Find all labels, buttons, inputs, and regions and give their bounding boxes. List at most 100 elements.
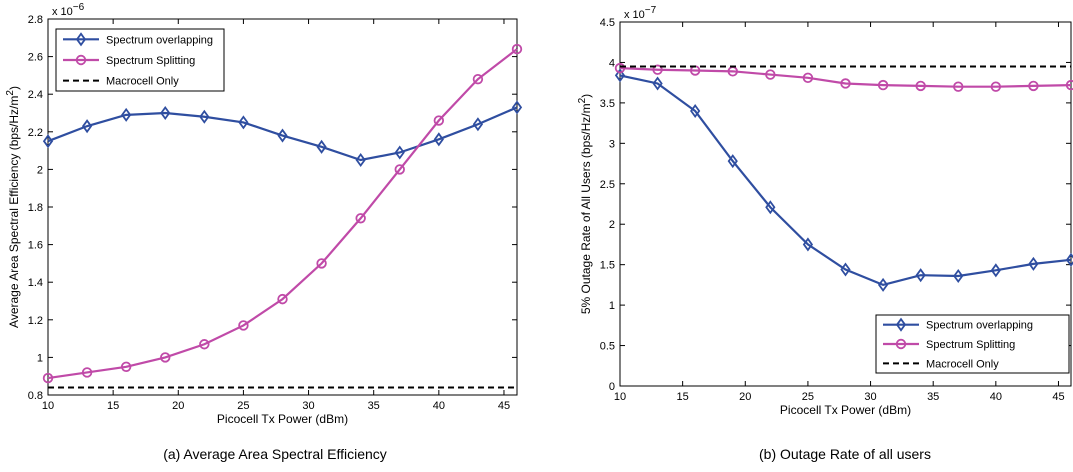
chart-b-caption: (b) Outage Rate of all users	[759, 446, 931, 462]
chart-b-data-point	[915, 268, 926, 283]
chart-a-data-point	[199, 109, 210, 124]
chart-b-data-point	[652, 76, 663, 91]
chart-b-data-point	[953, 268, 964, 284]
chart-b-x-tick-label: 35	[927, 391, 939, 403]
chart-b-x-tick-label: 25	[802, 391, 814, 403]
chart-b-data-point	[1028, 256, 1039, 271]
chart-b-legend-label: Spectrum overlapping	[926, 320, 1033, 332]
chart-b-y-multiplier: x 10−7	[624, 5, 657, 21]
chart-b-data-point	[840, 262, 851, 277]
chart-b-data-point	[652, 64, 663, 75]
chart-a-y-tick-label: 2	[37, 164, 43, 176]
chart-a-legend-marker	[75, 54, 87, 66]
chart-b-y-tick-label: 0	[609, 381, 615, 393]
chart-a-legend: Spectrum overlapping Spectrum Splitting Ma…	[55, 28, 225, 92]
chart-a-data-point	[121, 107, 132, 122]
chart-a-y-tick-label: 1.8	[28, 202, 43, 214]
chart-a-y-tick-label: 2.4	[28, 89, 43, 101]
chart-b-data-point	[690, 103, 701, 119]
chart-b-y-tick-label: 1	[609, 300, 615, 312]
chart-a-x-tick-label: 35	[368, 400, 380, 412]
chart-a-data-point	[472, 73, 484, 85]
chart-a-data-point	[160, 105, 171, 121]
chart-b-data-point	[1028, 80, 1039, 92]
chart-a-y-axis-label: Average Area Spectral Efficiency (bps/Hz…	[5, 86, 21, 328]
chart-a-y-tick-label: 2.6	[28, 52, 43, 64]
chart-a-y-tick-label: 1.2	[28, 315, 43, 327]
chart-a: 10 15 20 25 30 35 40 45 0.8 1 1.2 1.4 1.6 1.8 2 2.2 2.4 2…	[5, 2, 523, 462]
chart-a-data-point	[160, 352, 171, 363]
chart-b-data-point	[840, 78, 851, 89]
chart-a-data-point	[316, 139, 327, 154]
chart-b-y-axis-label: 5% Outage Rate of All Users (bps/Hz/m2)	[577, 94, 593, 314]
chart-b: 10 15 20 25 30 35 40 45 0 0.5 1 1.5 2 2.5 3 3.5 4 4.5 x 10…	[577, 5, 1073, 462]
chart-a-series-spectrum-overlapping	[42, 100, 523, 168]
chart-a-x-tick-label: 10	[42, 400, 54, 412]
chart-b-y-tick-label: 1.5	[600, 260, 615, 272]
chart-b-data-point	[915, 80, 926, 92]
chart-b-y-tick-label: 4.5	[600, 17, 615, 29]
chart-a-y-tick-label: 1	[37, 352, 43, 364]
chart-a-data-point	[394, 145, 405, 160]
chart-b-series-line	[619, 74, 1072, 287]
chart-b-data-point	[990, 263, 1001, 278]
chart-a-data-point	[120, 361, 132, 373]
chart-b-series-line	[619, 67, 1072, 88]
chart-a-legend-label: Spectrum overlapping	[106, 34, 213, 46]
chart-b-x-tick-label: 45	[1052, 391, 1064, 403]
chart-a-x-axis-label: Picocell Tx Power (dBm)	[217, 412, 348, 426]
chart-b-x-tick-label: 40	[990, 391, 1002, 403]
chart-b-y-tick-label: 3.5	[600, 98, 615, 110]
chart-b-data-point	[614, 68, 626, 83]
chart-a-data-point	[433, 115, 445, 126]
chart-b-data-point	[727, 154, 738, 169]
chart-a-y-multiplier: x 10−6	[52, 2, 85, 18]
chart-b-data-point	[765, 200, 776, 215]
chart-b-legend-label: Spectrum Splitting	[926, 339, 1015, 351]
chart-a-data-point	[394, 164, 405, 175]
chart-a-data-point	[277, 293, 288, 305]
chart-a-series-line	[47, 106, 518, 162]
chart-a-y-tick-label: 1.6	[28, 240, 43, 252]
chart-a-data-point	[511, 100, 523, 115]
chart-b-data-point	[802, 237, 814, 252]
chart-b-x-tick-label: 15	[677, 391, 689, 403]
chart-a-x-tick-label: 20	[172, 400, 184, 412]
chart-a-legend-label: Spectrum Splitting	[106, 55, 195, 67]
chart-a-data-point	[238, 320, 249, 331]
chart-a-data-point	[81, 367, 93, 378]
chart-b-x-tick-label: 20	[739, 391, 751, 403]
chart-a-data-point	[511, 43, 523, 55]
chart-a-legend-label: Macrocell Only	[106, 76, 179, 88]
chart-b-data-point	[614, 62, 626, 74]
chart-a-series-spectrum-splitting	[42, 43, 523, 384]
chart-a-x-tick-label: 15	[107, 400, 119, 412]
chart-b-y-tick-label: 4	[609, 57, 615, 69]
chart-b-y-tick-label: 0.5	[600, 341, 615, 353]
chart-a-data-point	[199, 339, 210, 350]
chart-a-data-point	[277, 128, 288, 143]
chart-b-data-point	[877, 277, 889, 292]
chart-b-legend-marker	[895, 317, 907, 332]
chart-a-y-tick-label: 1.4	[28, 277, 43, 289]
chart-b-legend-label: Macrocell Only	[926, 358, 999, 370]
chart-b-y-tick-label: 2	[609, 219, 615, 231]
chart-b-data-point	[953, 81, 964, 92]
chart-a-data-point	[355, 213, 366, 224]
chart-a-data-point	[472, 117, 484, 132]
chart-a-data-point	[238, 115, 249, 130]
chart-a-x-tick-label: 45	[498, 400, 510, 412]
chart-b-data-point	[1065, 252, 1073, 267]
chart-b-series-spectrum-overlapping	[614, 68, 1073, 292]
chart-a-y-tick-label: 2.2	[28, 127, 43, 139]
chart-b-series-spectrum-splitting	[614, 62, 1073, 92]
chart-b-x-tick-label: 30	[864, 391, 876, 403]
chart-a-y-tick-label: 0.8	[28, 390, 43, 402]
chart-a-x-tick-label: 40	[433, 400, 445, 412]
chart-b-legend: Spectrum overlapping Spectrum Splitting Ma…	[875, 314, 1070, 374]
chart-b-legend-marker	[895, 338, 907, 350]
chart-b-data-point	[765, 69, 776, 80]
chart-a-y-tick-label: 2.8	[28, 14, 43, 26]
chart-a-series-line	[47, 48, 518, 380]
